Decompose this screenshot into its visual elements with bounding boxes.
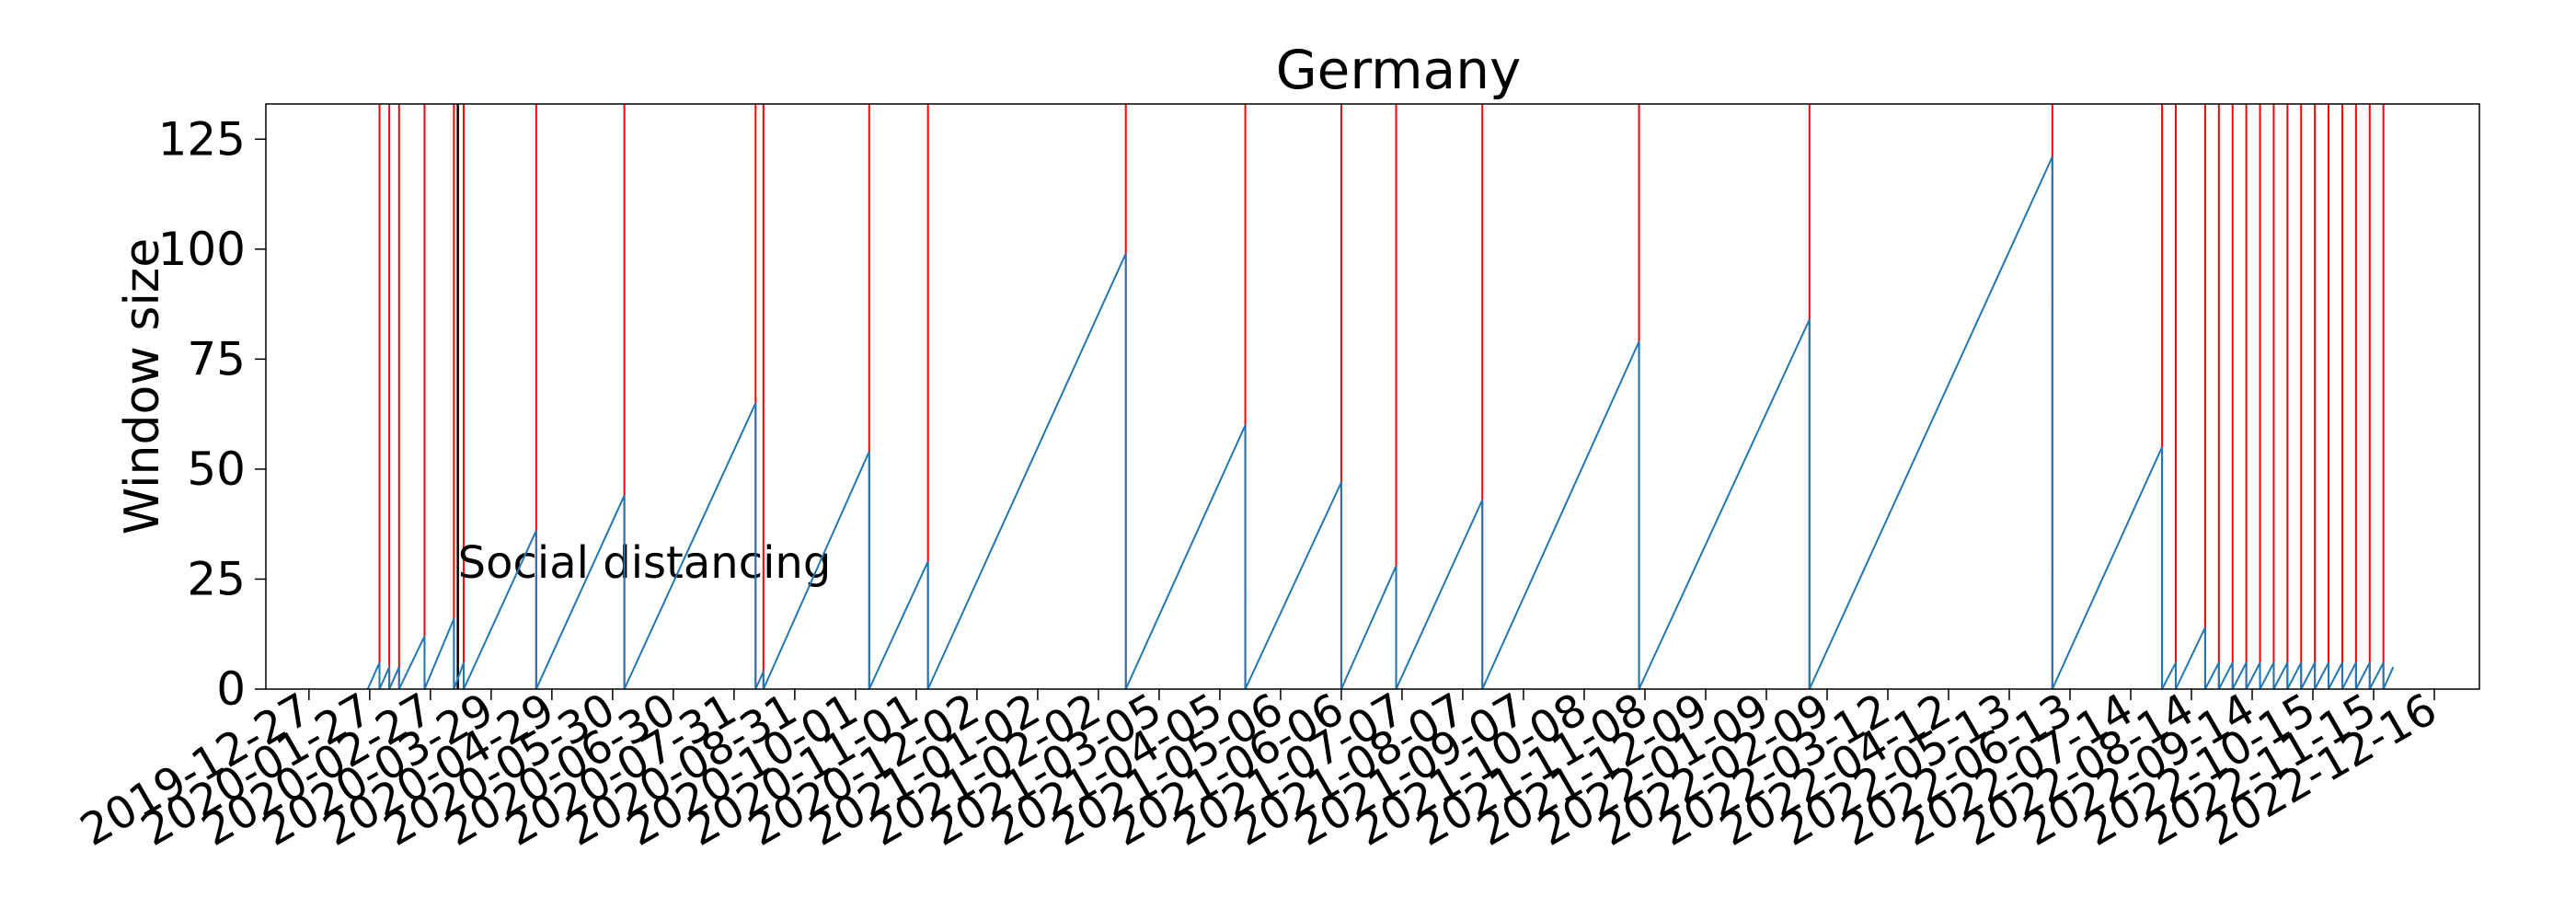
y-tick-label: 50 <box>187 443 246 496</box>
chart-title: Germany <box>1276 39 1522 101</box>
y-axis: 0 25 50 75 100 125 <box>158 112 266 716</box>
y-tick-label: 125 <box>158 112 246 166</box>
x-axis: 2019-12-272020-01-272020-02-272020-03-29… <box>72 684 2445 857</box>
plot-frame <box>265 103 2480 690</box>
series-group <box>366 155 2395 690</box>
y-tick-label: 0 <box>216 662 246 716</box>
y-tick-label: 25 <box>187 552 246 605</box>
black-event-lines: Social distancing <box>456 104 832 689</box>
y-tick-label: 75 <box>187 332 246 385</box>
event-line-label: Social distancing <box>458 537 832 589</box>
y-tick-label: 100 <box>158 223 246 276</box>
y-axis-label: Window size <box>115 238 170 535</box>
window-size-series-line <box>366 155 2395 690</box>
red-event-lines <box>378 104 2385 689</box>
